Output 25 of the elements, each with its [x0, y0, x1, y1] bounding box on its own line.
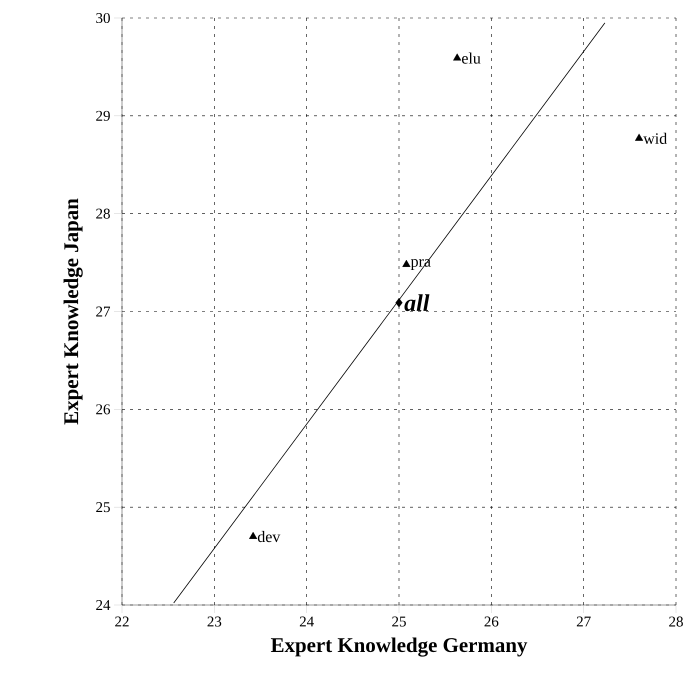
series-label: elu [462, 52, 481, 64]
point [402, 260, 410, 267]
series-label: dev [258, 530, 280, 542]
y-tick-label: 25 [96, 502, 110, 512]
x-tick-label: 27 [576, 616, 591, 626]
point [395, 298, 403, 308]
series-label: wid [643, 132, 667, 144]
y-tick-label: 28 [96, 208, 110, 219]
y-axis-title: Expert Knowledge Japan [64, 198, 83, 424]
y-tick-label: 27 [96, 306, 110, 316]
y-tick-label: 24 [96, 600, 110, 610]
y-tick-label: 29 [96, 110, 110, 121]
x-axis-title: Expert Knowledge Germany [270, 637, 528, 657]
x-tick-label: 22 [115, 616, 129, 626]
series-label: all [404, 294, 430, 312]
x-tick-label: 28 [669, 616, 683, 627]
y-tick-label: 30 [96, 12, 110, 24]
y-tick-label: 26 [96, 404, 110, 414]
point [453, 53, 462, 61]
x-tick-label: 24 [300, 616, 314, 626]
point [634, 134, 644, 141]
point [249, 532, 258, 539]
x-tick-label: 23 [208, 616, 222, 627]
x-tick-label: 26 [484, 616, 498, 627]
x-tick-label: 25 [392, 616, 406, 627]
